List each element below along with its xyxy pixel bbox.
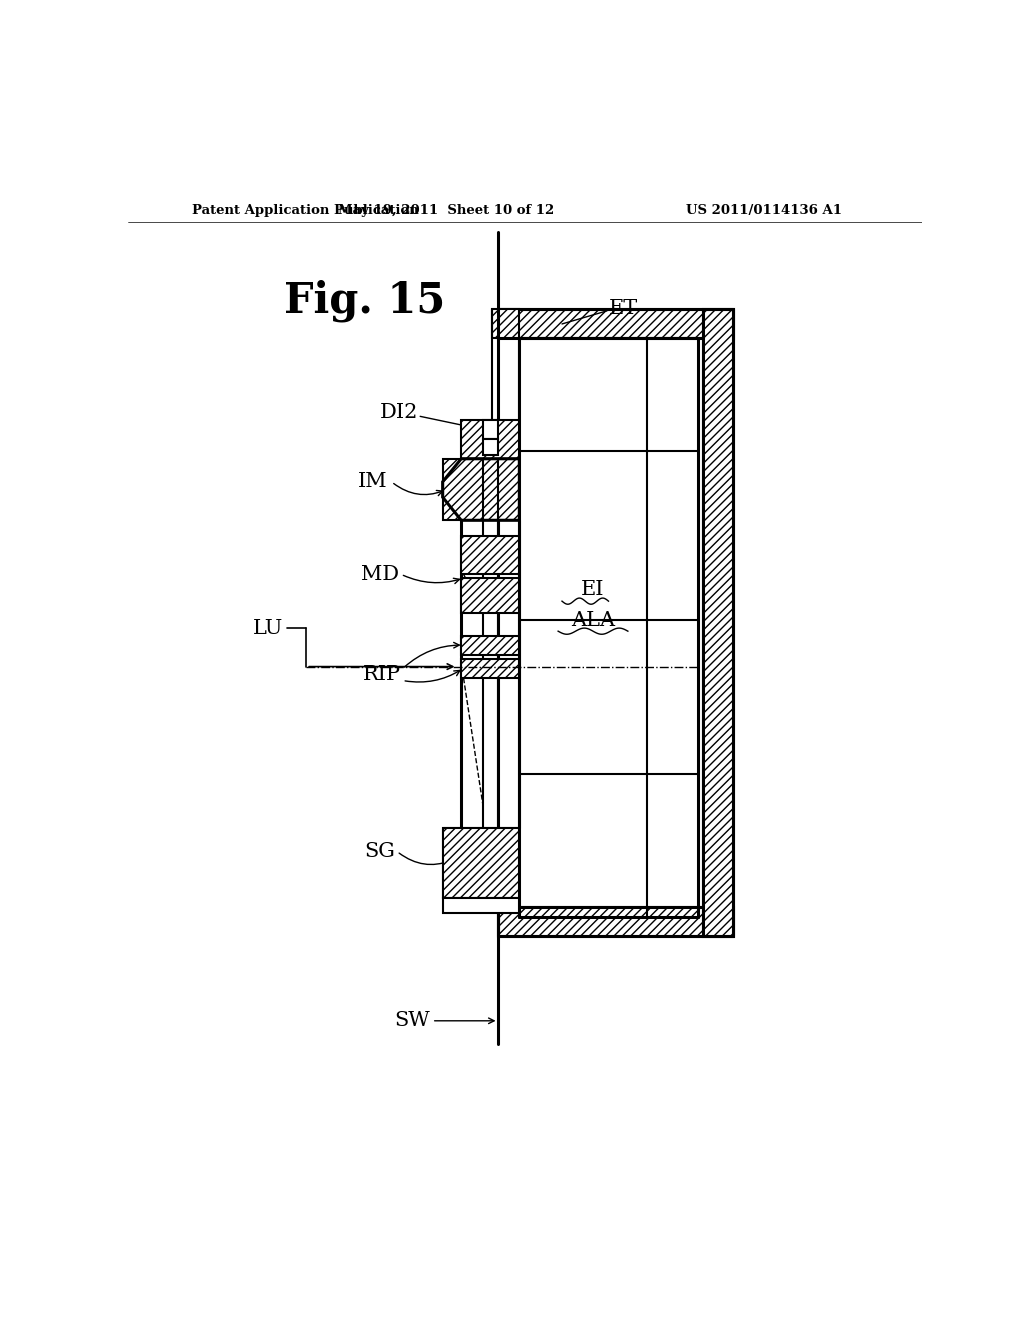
Text: DI2: DI2: [380, 403, 419, 422]
Bar: [493, 309, 519, 338]
Bar: [461, 578, 519, 612]
Text: IM: IM: [358, 473, 388, 491]
Text: SG: SG: [365, 842, 395, 861]
Bar: [442, 459, 519, 520]
Text: ET: ET: [608, 300, 638, 318]
Bar: [461, 659, 519, 678]
Text: US 2011/0114136 A1: US 2011/0114136 A1: [685, 205, 842, 218]
Bar: [442, 829, 519, 898]
Bar: [703, 309, 732, 936]
Text: MD: MD: [361, 565, 399, 583]
Bar: [499, 309, 732, 338]
Bar: [442, 898, 519, 913]
Bar: [483, 440, 499, 455]
Text: Patent Application Publication: Patent Application Publication: [191, 205, 418, 218]
Text: May 19, 2011  Sheet 10 of 12: May 19, 2011 Sheet 10 of 12: [338, 205, 554, 218]
Text: Fig. 15: Fig. 15: [284, 280, 445, 322]
Text: RIP: RIP: [362, 665, 400, 684]
Text: SW: SW: [394, 1011, 430, 1031]
Bar: [461, 420, 519, 459]
Text: LU: LU: [253, 619, 283, 638]
Bar: [499, 907, 732, 936]
Text: EI: EI: [582, 579, 605, 599]
Bar: [461, 636, 519, 655]
Bar: [461, 536, 519, 574]
Text: ALA: ALA: [571, 611, 615, 630]
Bar: [483, 420, 499, 440]
